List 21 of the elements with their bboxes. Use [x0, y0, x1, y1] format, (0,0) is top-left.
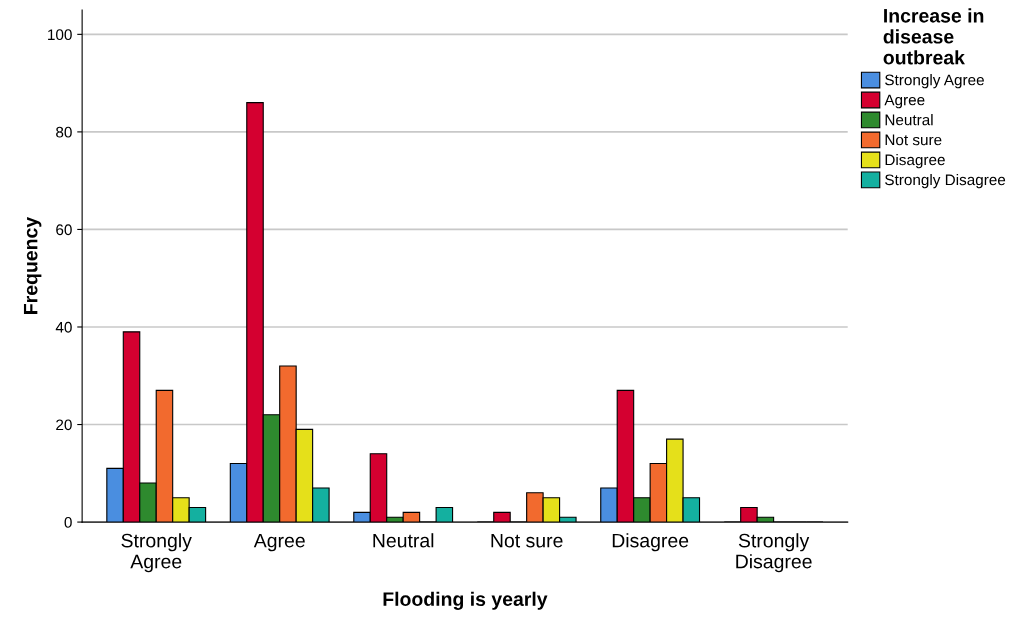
y-tick-label: 0	[64, 516, 72, 528]
x-tick-label: Not sure	[491, 533, 563, 548]
y-tick-label: 60	[56, 224, 72, 236]
legend-label: Strongly Agree	[885, 74, 984, 89]
x-tick-label: Strongly Disagree	[736, 533, 812, 573]
legend-label: Neutral	[885, 114, 933, 126]
legend-label: Agree	[884, 94, 925, 109]
legend-label: Not sure	[885, 134, 942, 146]
legend-label: Strongly Disagree	[885, 173, 1006, 189]
legend-label: Disagree	[885, 154, 945, 169]
y-tick-label: 40	[55, 321, 72, 333]
x-tick-label: Strongly Agree	[121, 533, 192, 573]
y-tick-label: 20	[56, 419, 72, 431]
x-axis-title: Flooding is yearly	[383, 591, 548, 610]
y-axis-title: Frequency	[23, 216, 42, 314]
legend-title: Increase in disease outbreak	[883, 8, 984, 65]
y-tick-label: 80	[56, 126, 72, 138]
y-tick-label: 100	[48, 29, 72, 41]
x-tick-label: Neutral	[373, 533, 434, 548]
x-tick-label: Disagree	[612, 533, 689, 552]
x-tick-label: Agree	[253, 533, 305, 552]
